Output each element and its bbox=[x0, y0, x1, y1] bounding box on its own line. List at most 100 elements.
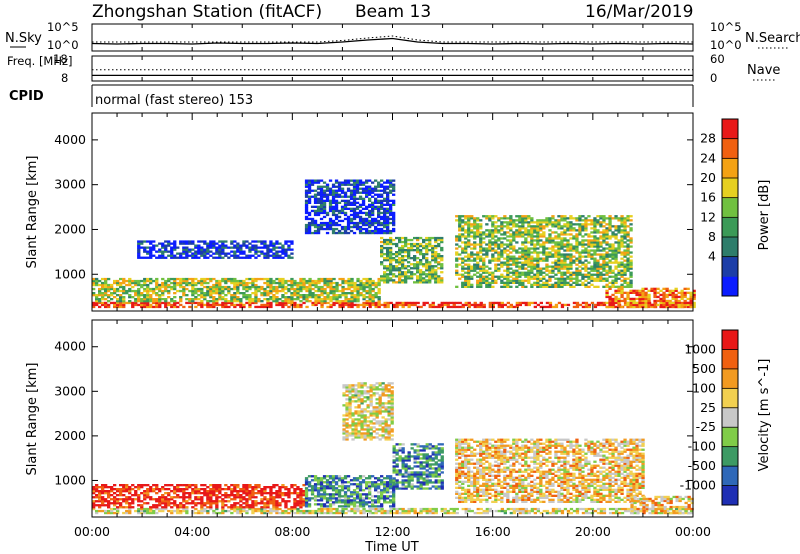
power-cell bbox=[328, 179, 333, 182]
power-cell bbox=[608, 261, 612, 264]
velocity-cell bbox=[101, 502, 105, 505]
power-cell bbox=[680, 295, 684, 299]
power-cell bbox=[575, 305, 580, 309]
power-cell bbox=[596, 229, 600, 232]
power-cell bbox=[623, 281, 627, 284]
velocity-cell bbox=[203, 494, 207, 497]
power-cell bbox=[581, 305, 586, 309]
power-cell bbox=[545, 247, 549, 250]
power-cell bbox=[506, 249, 510, 252]
power-cell bbox=[596, 303, 601, 307]
power-cell bbox=[629, 279, 633, 282]
power-cell bbox=[398, 249, 402, 252]
power-cell bbox=[152, 300, 156, 303]
power-cell bbox=[140, 242, 144, 245]
power-cell bbox=[560, 283, 564, 286]
power-cell bbox=[629, 215, 633, 218]
velocity-cell bbox=[332, 511, 336, 515]
power-cell bbox=[533, 221, 537, 224]
power-cell bbox=[470, 243, 474, 246]
power-cell bbox=[152, 301, 156, 305]
velocity-cell bbox=[146, 492, 150, 495]
power-cell bbox=[332, 281, 336, 285]
power-cell bbox=[335, 281, 339, 285]
power-cell bbox=[524, 253, 528, 256]
power-cell bbox=[389, 183, 393, 186]
power-cell bbox=[104, 283, 108, 287]
power-cell bbox=[500, 263, 504, 266]
power-cell bbox=[313, 201, 318, 204]
power-cell bbox=[458, 263, 462, 266]
power-cell bbox=[374, 296, 378, 299]
power-cell bbox=[419, 273, 423, 276]
power-cell bbox=[182, 281, 186, 285]
power-cell bbox=[461, 215, 465, 218]
velocity-cell bbox=[395, 507, 399, 511]
power-cell bbox=[331, 197, 336, 200]
power-cell bbox=[521, 263, 525, 266]
power-cell bbox=[122, 305, 126, 309]
velocity-cell bbox=[344, 507, 348, 511]
power-cell bbox=[236, 246, 240, 249]
power-cell bbox=[347, 285, 351, 289]
power-cell bbox=[476, 271, 480, 274]
power-cell bbox=[569, 279, 573, 282]
velocity-cell bbox=[602, 507, 607, 511]
power-cell bbox=[299, 281, 303, 285]
power-colorbar-tick-label: 28 bbox=[700, 131, 716, 146]
power-cell bbox=[377, 303, 381, 307]
power-cell bbox=[389, 189, 393, 192]
power-cell bbox=[692, 289, 696, 292]
power-cell bbox=[358, 197, 363, 200]
power-cell bbox=[325, 225, 330, 229]
power-cell bbox=[506, 281, 510, 284]
power-cell bbox=[128, 294, 132, 297]
power-cell bbox=[518, 215, 522, 218]
power-cell bbox=[310, 205, 315, 208]
power-cell bbox=[128, 287, 132, 291]
power-cell bbox=[319, 223, 324, 227]
power-cell bbox=[245, 289, 249, 293]
power-cell bbox=[230, 279, 234, 283]
power-cell bbox=[307, 199, 312, 202]
power-cell bbox=[629, 285, 633, 288]
power-cell bbox=[304, 181, 309, 184]
power-cell bbox=[566, 225, 570, 228]
velocity-cell bbox=[194, 490, 198, 493]
velocity-cell bbox=[230, 494, 234, 497]
velocity-cell bbox=[158, 504, 162, 507]
power-cell bbox=[167, 240, 171, 243]
power-cell bbox=[358, 179, 363, 182]
power-cell bbox=[578, 223, 582, 226]
velocity-cell bbox=[332, 507, 336, 511]
power-cell bbox=[137, 250, 141, 253]
power-cell bbox=[503, 231, 507, 234]
power-cell bbox=[623, 259, 627, 262]
power-cell bbox=[578, 273, 582, 276]
velocity-cell bbox=[155, 486, 159, 489]
power-cell bbox=[560, 231, 564, 234]
velocity-cell bbox=[152, 484, 156, 487]
power-cell bbox=[422, 277, 426, 280]
power-cell bbox=[623, 265, 627, 268]
power-cell bbox=[575, 303, 580, 307]
power-cell bbox=[365, 229, 369, 233]
power-cell bbox=[368, 187, 372, 190]
power-cell bbox=[107, 283, 111, 287]
power-cell bbox=[361, 221, 366, 225]
power-cell bbox=[419, 249, 423, 252]
power-cell bbox=[446, 303, 450, 307]
power-colorbar-frame bbox=[721, 118, 739, 297]
power-cell bbox=[440, 301, 444, 305]
power-cell bbox=[326, 298, 330, 301]
power-cell bbox=[449, 301, 453, 305]
power-cell bbox=[437, 281, 441, 284]
power-cell bbox=[476, 225, 480, 228]
power-cell bbox=[533, 251, 537, 254]
power-cell bbox=[566, 249, 570, 252]
power-cell bbox=[386, 255, 390, 258]
power-cell bbox=[386, 249, 390, 252]
power-cell bbox=[461, 305, 465, 309]
power-cell bbox=[584, 267, 588, 270]
power-cell bbox=[506, 257, 510, 260]
